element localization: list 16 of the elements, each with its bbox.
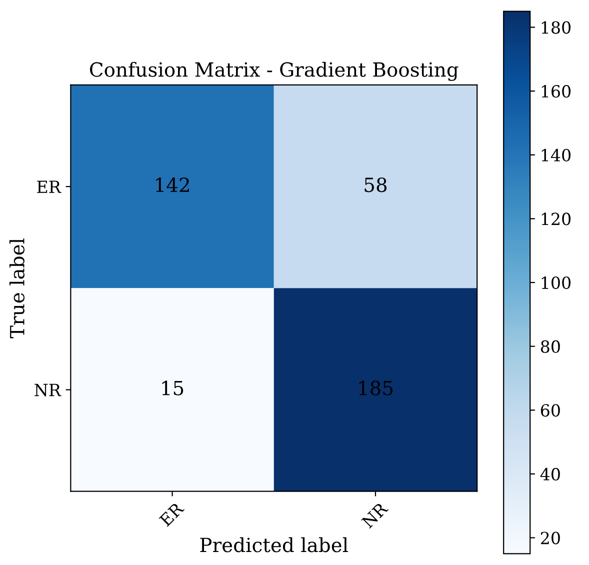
color-bar-label: 140 <box>542 148 571 162</box>
x-axis-title: Predicted label <box>200 537 348 552</box>
data-label: 142 <box>156 177 189 192</box>
color-bar-label: 120 <box>542 212 571 226</box>
data-label: 58 <box>364 177 387 192</box>
data-label: 185 <box>359 380 393 396</box>
color-bar-label: 180 <box>542 21 571 34</box>
color-bar-label: 160 <box>542 85 571 98</box>
chart-title: Confusion Matrix - Gradient Boosting <box>90 62 458 81</box>
y-axis-title: True label <box>9 238 24 338</box>
color-bar-label: 60 <box>540 404 560 417</box>
color-bar-label: 20 <box>540 532 560 544</box>
color-bar-label: 40 <box>540 468 560 481</box>
color-bar-label: 80 <box>540 340 560 353</box>
color-bar-label: 100 <box>542 276 571 290</box>
data-label: 15 <box>162 380 184 396</box>
